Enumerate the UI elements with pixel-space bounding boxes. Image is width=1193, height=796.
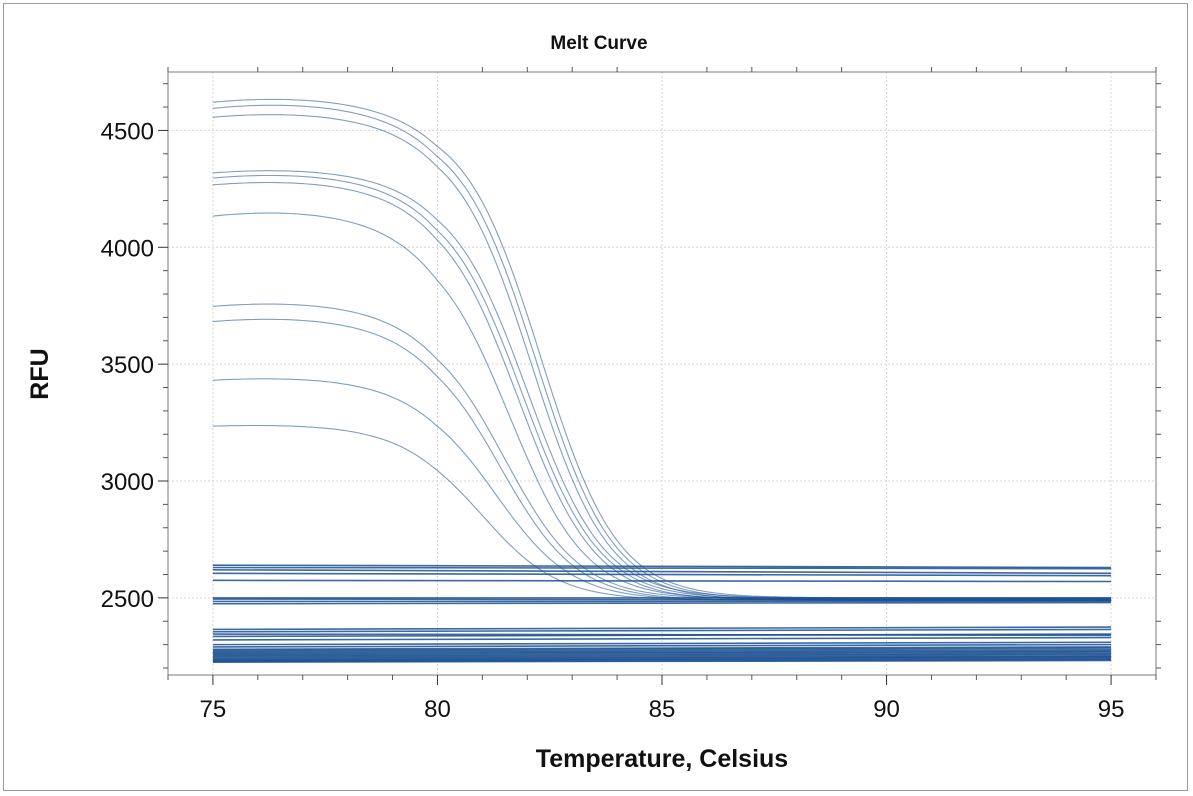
x-tick-label: 85 — [649, 696, 676, 723]
baseline-curve-line — [212, 628, 1112, 633]
tick-labels: 75 80 85 90 95 2500 3000 3500 4000 4500 — [101, 118, 1125, 723]
y-tick-label: 3500 — [101, 352, 154, 379]
baseline-curve-line — [212, 643, 1112, 648]
y-tick-label: 3000 — [101, 469, 154, 496]
baseline-curve-line — [212, 626, 1112, 631]
baseline-curve-line — [212, 647, 1112, 652]
axis-ticks — [158, 67, 1161, 685]
baseline-curve-line — [212, 579, 1112, 583]
baseline-curve-line — [212, 601, 1112, 605]
y-axis-label: RFU — [26, 348, 54, 399]
chart-title: Melt Curve — [550, 33, 647, 54]
melt-curve-line — [212, 174, 1112, 600]
baseline-curve-line — [212, 636, 1112, 641]
baseline-curve-line — [212, 633, 1112, 638]
baseline-curve-line — [212, 566, 1112, 570]
baseline-curve-line — [212, 659, 1112, 663]
baseline-curve-line — [212, 653, 1112, 658]
baseline-curve-line — [212, 646, 1112, 651]
x-tick-label: 75 — [200, 696, 227, 723]
baseline-curve-line — [212, 657, 1112, 662]
series-group — [212, 98, 1112, 663]
baseline-curve-line — [212, 648, 1112, 653]
baseline-curve-line — [212, 655, 1112, 659]
x-tick-label: 95 — [1098, 696, 1125, 723]
melt-curve-line — [212, 303, 1112, 600]
baseline-curve-line — [212, 652, 1112, 656]
baseline-curve-line — [212, 641, 1112, 646]
baseline-curve-line — [212, 572, 1112, 577]
y-tick-label: 4500 — [101, 118, 154, 145]
baseline-curve-line — [212, 598, 1112, 602]
baseline-curve-line — [212, 569, 1112, 575]
x-tick-label: 80 — [424, 696, 451, 723]
grid — [168, 72, 1156, 675]
x-tick-label: 90 — [873, 696, 900, 723]
baseline-curve-line — [212, 564, 1112, 569]
y-tick-label: 2500 — [101, 586, 154, 613]
x-axis-label: Temperature, Celsius — [536, 745, 788, 773]
y-tick-label: 4000 — [101, 235, 154, 262]
baseline-curve-line — [212, 650, 1112, 654]
baseline-curve-line — [212, 651, 1112, 655]
